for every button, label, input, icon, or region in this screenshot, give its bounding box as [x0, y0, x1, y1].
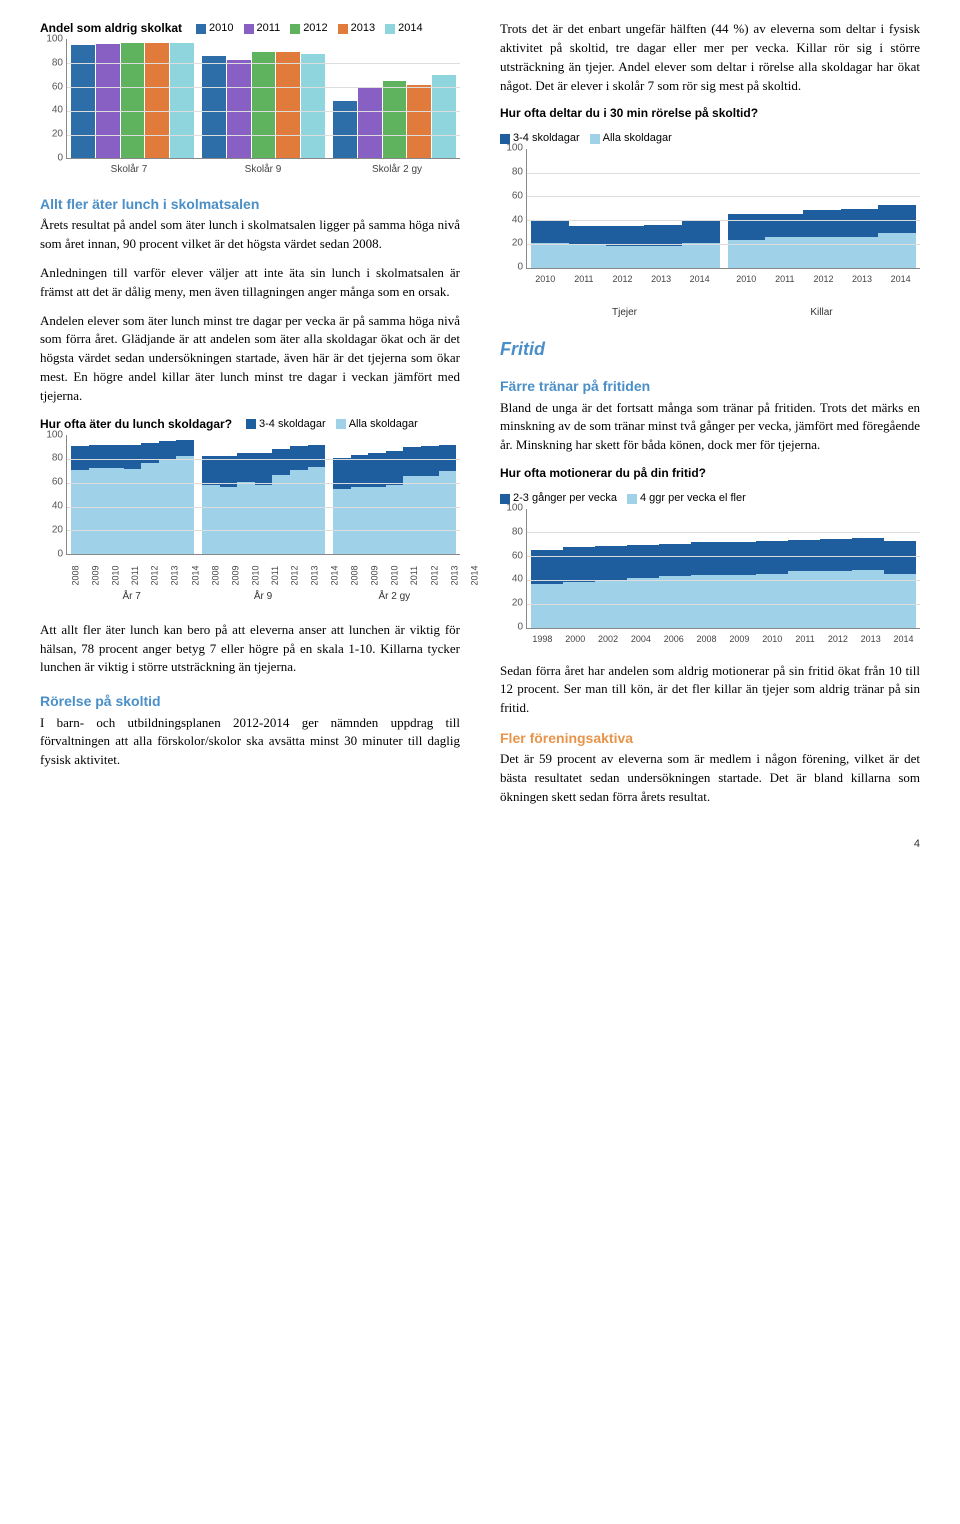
para-lunch-4: Att allt fler äter lunch kan bero på att…: [40, 621, 460, 678]
heading-forening: Fler föreningsaktiva: [500, 728, 920, 748]
heading-rorelse: Rörelse på skoltid: [40, 691, 460, 711]
chart1-legend: 20102011201220132014: [196, 21, 423, 37]
para-motion: Sedan förra året har andelen som aldrig …: [500, 662, 920, 719]
chart3-legend: 3-4 skoldagarAlla skoldagar: [246, 417, 418, 433]
para-intro: Trots det är det enbart ungefär hälften …: [500, 20, 920, 95]
heading-lunch: Allt fler äter lunch i skolmatsalen: [40, 194, 460, 214]
para-lunch-2: Anledningen till varför elever väljer at…: [40, 264, 460, 302]
chart3-title: Hur ofta äter du lunch skoldagar?: [40, 416, 232, 433]
para-lunch-1: Årets resultat på andel som äter lunch i…: [40, 216, 460, 254]
chart4-title: Hur ofta motionerar du på din fritid?: [500, 465, 706, 482]
chart-lunch: Hur ofta äter du lunch skoldagar? 3-4 sk…: [40, 416, 460, 605]
chart-motion-fritid: Hur ofta motionerar du på din fritid? 2-…: [500, 465, 920, 645]
heading-fritid: Fritid: [500, 336, 920, 362]
chart4-legend: 2-3 gånger per vecka4 ggr per vecka el f…: [500, 491, 746, 507]
chart2-title: Hur ofta deltar du i 30 min rörelse på s…: [500, 105, 758, 122]
page-number: 4: [40, 837, 920, 853]
para-lunch-3: Andelen elever som äter lunch minst tre …: [40, 312, 460, 406]
para-rorelse: I barn- och utbildningsplanen 2012-2014 …: [40, 714, 460, 771]
para-fritid: Bland de unga är det fortsatt många som …: [500, 399, 920, 456]
heading-farre: Färre tränar på fritiden: [500, 376, 920, 396]
para-forening: Det är 59 procent av eleverna som är med…: [500, 750, 920, 807]
chart2-legend: 3-4 skoldagarAlla skoldagar: [500, 131, 672, 147]
chart-rorelse-skoltid: Hur ofta deltar du i 30 min rörelse på s…: [500, 105, 920, 320]
chart-skolkat: Andel som aldrig skolkat 201020112012201…: [40, 20, 460, 178]
